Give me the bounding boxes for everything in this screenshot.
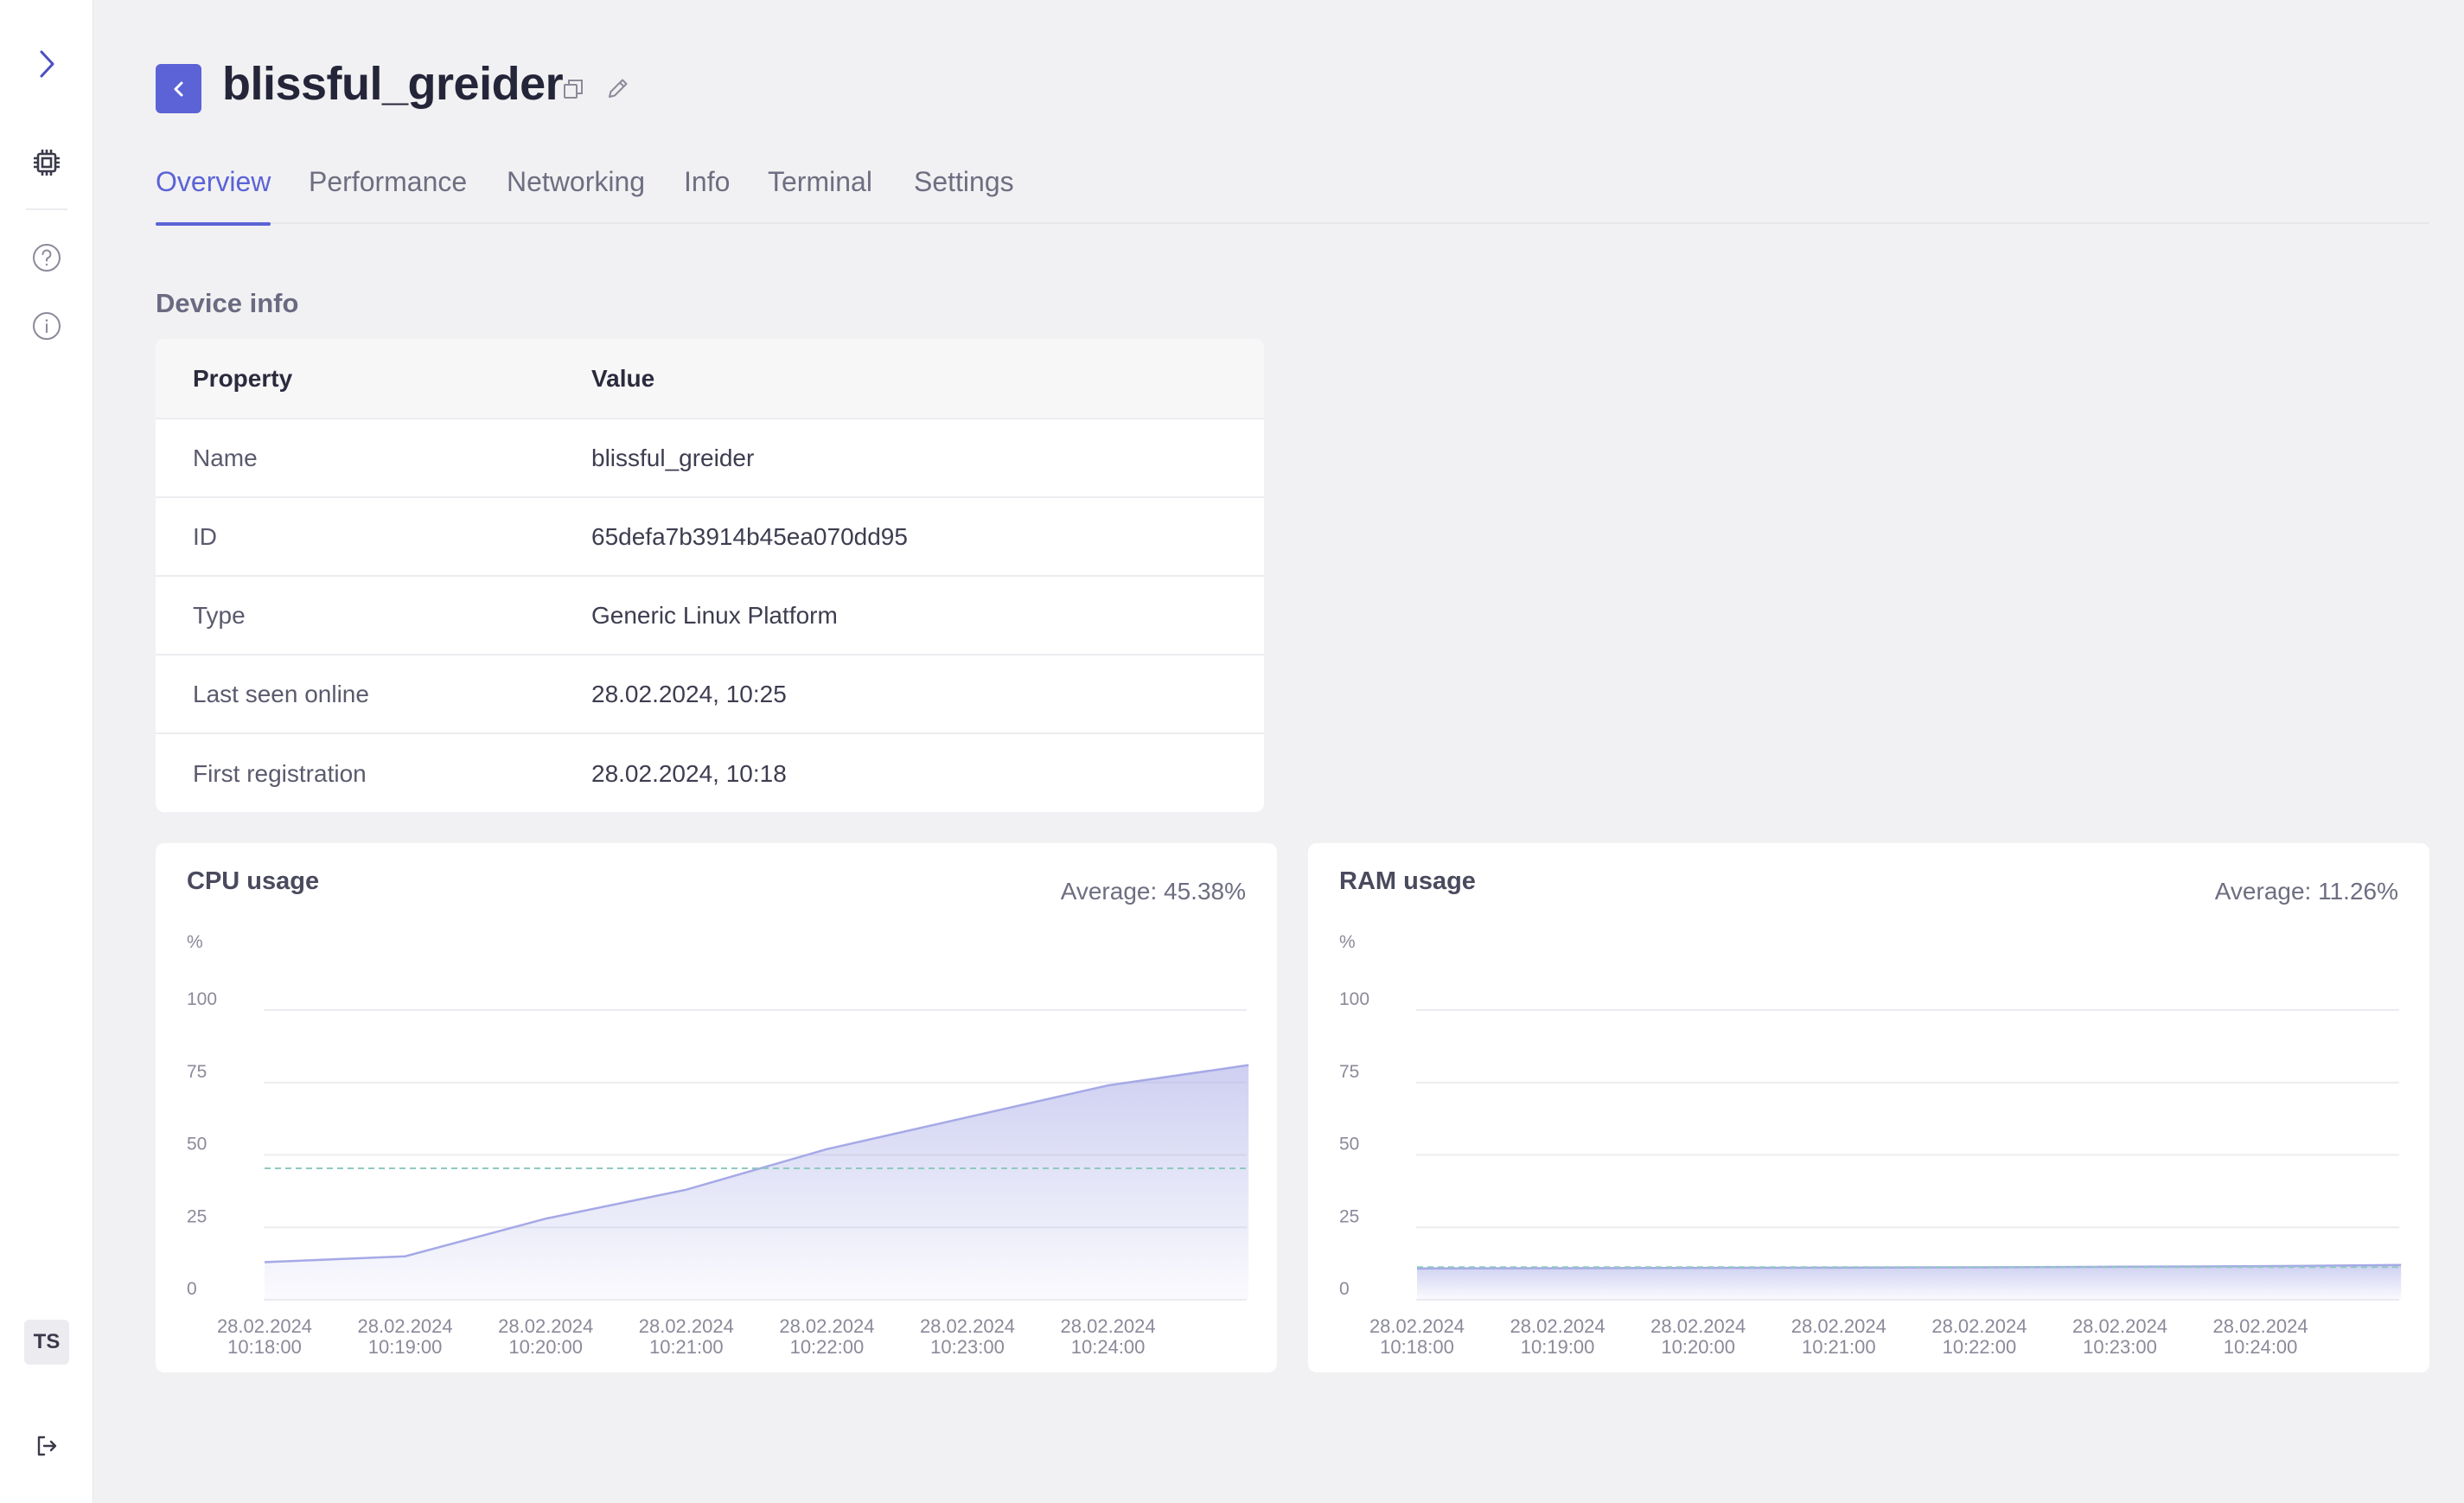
chip-icon[interactable] xyxy=(29,145,64,180)
page-title: blissful_greider xyxy=(222,58,564,110)
edit-icon[interactable] xyxy=(605,75,631,101)
x-tick-time: 10:23:00 xyxy=(930,1336,1005,1358)
y-tick-label: 0 xyxy=(1339,1279,1350,1299)
ram-usage-chart: RAM usage Average: 11.26% % 0 25 50 75 100 28.… xyxy=(1308,843,2429,1372)
series-area xyxy=(1417,1264,2402,1300)
x-tick-date: 28.02.2024 xyxy=(639,1315,734,1337)
back-button[interactable] xyxy=(156,64,201,113)
x-tick-time: 10:22:00 xyxy=(790,1336,865,1358)
x-tick-time: 10:19:00 xyxy=(368,1336,443,1358)
x-tick-date: 28.02.2024 xyxy=(358,1315,453,1337)
x-tick-time: 10:18:00 xyxy=(1380,1336,1454,1358)
x-tick-time: 10:20:00 xyxy=(1661,1336,1735,1358)
value-cell: blissful_greider xyxy=(591,444,755,471)
y-tick-label: 75 xyxy=(1339,1062,1359,1082)
x-tick-date: 28.02.2024 xyxy=(1931,1315,2027,1337)
info-icon[interactable] xyxy=(29,309,64,343)
x-tick-date: 28.02.2024 xyxy=(2213,1315,2308,1337)
x-tick-time: 10:19:00 xyxy=(1521,1336,1595,1358)
y-tick-label: 25 xyxy=(1339,1206,1359,1226)
sidebar: TS xyxy=(0,0,93,1503)
x-tick-time: 10:22:00 xyxy=(1943,1336,2017,1358)
property-cell: Last seen online xyxy=(193,680,369,707)
series-area xyxy=(265,1065,1249,1300)
table-row: Type Generic Linux Platform xyxy=(156,577,1264,656)
y-axis-label: % xyxy=(187,932,203,952)
column-header-property: Property xyxy=(193,364,293,392)
chart-title: CPU usage xyxy=(187,867,320,895)
series-line xyxy=(264,1064,1249,1263)
y-tick-label: 50 xyxy=(1339,1135,1359,1154)
y-tick-label: 75 xyxy=(187,1062,207,1082)
expand-sidebar-icon[interactable] xyxy=(29,47,64,81)
y-tick-label: 50 xyxy=(187,1135,207,1154)
x-tick-date: 28.02.2024 xyxy=(920,1315,1015,1337)
x-tick-date: 28.02.2024 xyxy=(217,1315,312,1337)
property-cell: Name xyxy=(193,444,258,471)
tab-overview[interactable]: Overview xyxy=(156,166,271,226)
section-title: Device info xyxy=(156,288,299,318)
y-tick-label: 0 xyxy=(187,1279,197,1299)
tab-bar: Overview Performance Networking Info Ter… xyxy=(156,159,2429,226)
device-info-table: Property Value Name blissful_greider ID … xyxy=(156,339,1264,812)
value-cell: 65defa7b3914b45ea070dd95 xyxy=(591,522,908,550)
table-row: Last seen online 28.02.2024, 10:25 xyxy=(156,656,1264,734)
x-tick-date: 28.02.2024 xyxy=(1510,1315,1605,1337)
sidebar-divider xyxy=(26,208,67,210)
table-header: Property Value xyxy=(156,339,1264,419)
cpu-usage-chart: CPU usage Average: 45.38% % 0 25 50 75 100 28.… xyxy=(156,843,1277,1372)
value-cell: 28.02.2024, 10:18 xyxy=(591,759,787,787)
y-tick-label: 100 xyxy=(187,989,217,1009)
tab-info[interactable]: Info xyxy=(684,166,731,197)
x-tick-date: 28.02.2024 xyxy=(498,1315,593,1337)
ram-chart-plot: %025507510028.02.202410:18:0028.02.20241… xyxy=(1339,932,2402,1358)
table-row: Name blissful_greider xyxy=(156,419,1264,498)
property-cell: Type xyxy=(193,601,246,629)
x-tick-time: 10:21:00 xyxy=(649,1336,724,1358)
tab-performance[interactable]: Performance xyxy=(309,166,468,197)
x-tick-time: 10:23:00 xyxy=(2083,1336,2157,1358)
property-cell: First registration xyxy=(193,759,367,787)
x-tick-time: 10:24:00 xyxy=(1071,1336,1146,1358)
column-header-value: Value xyxy=(591,364,655,392)
x-tick-time: 10:21:00 xyxy=(1802,1336,1876,1358)
tab-settings[interactable]: Settings xyxy=(914,166,1014,197)
table-row: ID 65defa7b3914b45ea070dd95 xyxy=(156,498,1264,577)
avatar[interactable]: TS xyxy=(24,1320,69,1365)
y-tick-label: 100 xyxy=(1339,989,1369,1009)
tab-networking[interactable]: Networking xyxy=(507,166,646,197)
chevron-left-icon xyxy=(174,81,182,96)
x-tick-date: 28.02.2024 xyxy=(1369,1315,1465,1337)
value-cell: Generic Linux Platform xyxy=(591,601,838,629)
chart-title: RAM usage xyxy=(1339,867,1476,895)
y-tick-label: 25 xyxy=(187,1206,207,1226)
x-tick-date: 28.02.2024 xyxy=(1791,1315,1886,1337)
value-cell: 28.02.2024, 10:25 xyxy=(591,680,787,707)
cpu-chart-plot: %025507510028.02.202410:18:0028.02.20241… xyxy=(187,932,1249,1358)
tab-terminal[interactable]: Terminal xyxy=(768,166,872,197)
logout-icon[interactable] xyxy=(29,1429,64,1463)
x-tick-time: 10:20:00 xyxy=(508,1336,583,1358)
property-cell: ID xyxy=(193,522,217,550)
chart-average: Average: 11.26% xyxy=(2214,878,2398,905)
x-tick-time: 10:18:00 xyxy=(227,1336,302,1358)
x-tick-date: 28.02.2024 xyxy=(1061,1315,1156,1337)
x-tick-date: 28.02.2024 xyxy=(2072,1315,2167,1337)
help-icon[interactable] xyxy=(29,240,64,275)
copy-icon[interactable] xyxy=(560,76,586,102)
x-tick-time: 10:24:00 xyxy=(2224,1336,2298,1358)
y-axis-label: % xyxy=(1339,932,1356,952)
chart-average: Average: 45.38% xyxy=(1060,878,1246,905)
table-row: First registration 28.02.2024, 10:18 xyxy=(156,734,1264,812)
x-tick-date: 28.02.2024 xyxy=(779,1315,874,1337)
x-tick-date: 28.02.2024 xyxy=(1650,1315,1746,1337)
